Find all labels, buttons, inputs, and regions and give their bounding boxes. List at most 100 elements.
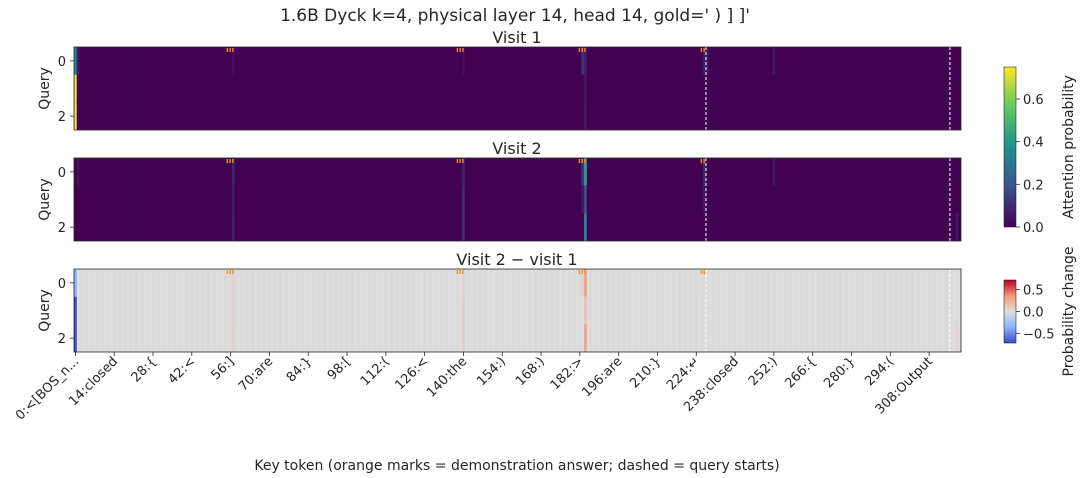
heatmap-cell [231, 158, 235, 186]
demonstration-answer-mark [700, 159, 703, 163]
colorbar-label: Probability change [1061, 247, 1077, 377]
heatmap-cell [462, 269, 465, 297]
panel-title-visit-1: Visit 1 [492, 28, 541, 47]
heatmap-cell [584, 102, 587, 130]
demonstration-answer-mark [462, 48, 464, 52]
x-tick-label: 252:) [746, 354, 781, 389]
x-tick-label: 98:[ [325, 354, 354, 383]
x-tick-label: 56:] [208, 354, 237, 383]
colorbar-gradient [1003, 279, 1017, 344]
demonstration-answer-mark [703, 48, 705, 52]
heatmap-cell [462, 324, 465, 352]
demonstration-answer-mark [584, 48, 586, 52]
heatmap-cell [462, 296, 465, 325]
y-tick-label: 2 [58, 221, 66, 236]
demonstration-answer-mark [232, 48, 234, 52]
y-axis-label: Query [37, 67, 53, 110]
demonstration-answer-mark [459, 270, 461, 274]
heatmap-column-texture [74, 158, 959, 241]
heatmap-cell [703, 47, 706, 75]
demonstration-answer-mark [232, 270, 234, 274]
demonstration-answer-mark [578, 48, 581, 52]
heatmap-panel-visit-2: Visit 2 0 2 Query [37, 139, 962, 242]
demonstration-answer-mark [581, 159, 583, 163]
y-axis-label: Query [37, 289, 53, 332]
heatmap-cell [584, 324, 587, 352]
heatmap-cell [584, 74, 587, 103]
heatmap-cell [584, 158, 587, 186]
panel-title-difference: Visit 2 − visit 1 [456, 250, 577, 269]
heatmap-cell [74, 269, 77, 297]
heatmap-cell [74, 74, 77, 103]
y-tick-label: 0 [58, 55, 66, 70]
x-tick-label: 280:} [821, 354, 858, 391]
colorbar-change: 0.5 0.0 −0.5 Probability change [1003, 247, 1077, 377]
demonstration-answer-mark [581, 270, 583, 274]
heatmap-cell [584, 213, 587, 241]
heatmap-cell [581, 47, 585, 75]
demonstration-answer-mark [581, 48, 583, 52]
x-tick-label: 210:} [627, 354, 664, 391]
demonstration-answer-mark [703, 159, 705, 163]
panel-frame [73, 268, 962, 353]
heatmap-cell [772, 47, 776, 75]
heatmap-cell [462, 158, 465, 186]
heatmap-cell [231, 324, 235, 352]
demonstration-answer-mark [584, 159, 586, 163]
demonstration-answer-mark [584, 270, 586, 274]
heatmap-cell [772, 158, 776, 186]
panel-frame [73, 46, 962, 131]
heatmap-column-texture [74, 47, 959, 130]
x-axis-label: Key token (orange marks = demonstration … [254, 458, 779, 474]
x-tick-label: 42:< [166, 354, 199, 387]
y-tick-label: 2 [58, 332, 66, 347]
colorbar-label: Attention probability [1061, 75, 1077, 219]
heatmap-cell [231, 269, 235, 297]
heatmap-cell [705, 47, 709, 75]
demonstration-answer-mark [462, 270, 464, 274]
heatmap-cell [772, 269, 776, 297]
heatmap-cell [584, 185, 587, 214]
y-tick-label: 0 [58, 277, 66, 292]
heatmap-background [74, 158, 961, 241]
heatmap-cell [584, 47, 587, 75]
x-tick-label: 0:<[BOS_n... [13, 354, 82, 423]
colorbar-tick-label: 0.2 [1023, 178, 1044, 193]
heatmap-cell [581, 185, 585, 214]
demonstration-answer-mark [700, 270, 703, 274]
demonstration-answer-mark [578, 270, 581, 274]
demonstration-answer-mark [459, 159, 461, 163]
heatmap-cell [581, 269, 585, 297]
heatmap-cell [74, 296, 77, 325]
heatmap-cell [584, 269, 587, 297]
x-tick-label: 266:{ [782, 354, 819, 391]
heatmap-cell [76, 47, 80, 75]
heatmap-cell [703, 158, 706, 186]
demonstration-answer-mark [229, 48, 231, 52]
colorbar-tick-label: 0.0 [1023, 221, 1044, 236]
heatmap-cell [584, 296, 587, 325]
y-axis-label: Query [37, 178, 53, 221]
demonstration-answer-mark [226, 159, 229, 163]
demonstration-answer-mark [456, 159, 459, 163]
colorbar-tick-label: 0.4 [1023, 136, 1044, 151]
heatmap-cell [231, 185, 235, 214]
colorbar-tick-label: 0.0 [1023, 306, 1044, 321]
colorbar-tick-label: 0.6 [1023, 93, 1044, 108]
demonstration-answer-mark [229, 159, 231, 163]
heatmap-cell [76, 158, 80, 186]
x-tick-label: 112:( [358, 354, 393, 389]
heatmap-cell [703, 185, 706, 214]
demonstration-answer-mark [456, 270, 459, 274]
heatmap-cell [74, 102, 77, 130]
x-tick-label: 70:are [236, 354, 276, 394]
colorbar-attention: 0.0 0.2 0.4 0.6 Attention probability [1003, 66, 1077, 236]
demonstration-answer-mark [226, 270, 229, 274]
colorbar-gradient [1003, 66, 1017, 228]
heatmap-background [74, 269, 961, 352]
heatmap-cell [581, 158, 585, 186]
panel-title-visit-2: Visit 2 [492, 139, 541, 158]
heatmap-cell [462, 185, 465, 214]
x-tick-label: 28:{ [129, 354, 160, 385]
